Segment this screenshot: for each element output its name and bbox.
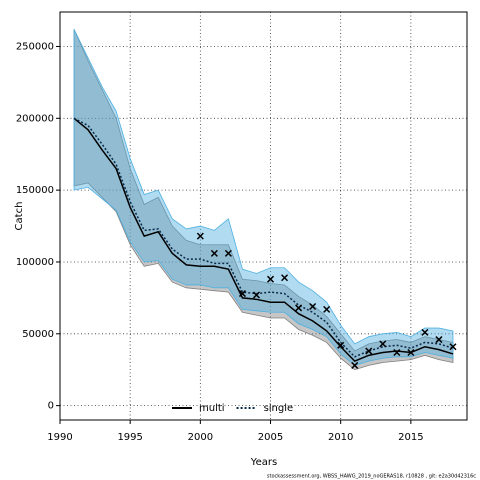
observation-marker [266,275,275,283]
y-tick-label: 0 [48,401,54,412]
y-tick-label: 100000 [16,257,54,268]
observation-marker [351,361,359,369]
footer: stockassessment.org, WBSS_HAWG_2019_noGE… [267,474,476,480]
observation-marker [393,348,401,357]
x-tick-label: 1995 [117,432,142,443]
series-line [73,117,454,358]
observation-marker [407,348,415,357]
observation-marker [224,249,232,257]
series-line [73,117,454,362]
observation-marker [295,304,303,312]
y-tick-label: 50000 [22,329,54,340]
observation-marker [323,305,331,313]
observation-marker [309,302,317,311]
observation-marker [379,340,387,348]
x-tick-label: 2015 [398,432,423,443]
confidence-band [73,29,454,371]
x-axis-label: Years [250,457,277,468]
observation-marker [421,328,429,336]
y-axis-label: Catch [14,202,25,231]
x-tick-label: 2000 [188,432,213,443]
observation-marker [449,343,457,351]
observation-marker [196,232,204,240]
observation-marker [238,290,246,298]
y-tick-label: 200000 [16,113,54,124]
x-tick-label: 2005 [258,432,283,443]
x-tick-label: 1990 [47,432,72,443]
observation-marker [210,249,218,257]
observation-marker [252,291,261,299]
y-tick-label: 150000 [16,185,54,196]
y-tick-label: 250000 [16,41,54,52]
legend-label: multi [199,403,225,414]
x-tick-label: 2010 [328,432,353,443]
observation-marker [435,336,443,344]
confidence-band [73,29,454,366]
legend-label: single [264,403,294,414]
observation-marker [365,347,373,355]
plot-frame [59,11,468,421]
observation-marker [281,274,289,282]
observation-marker [337,341,345,349]
